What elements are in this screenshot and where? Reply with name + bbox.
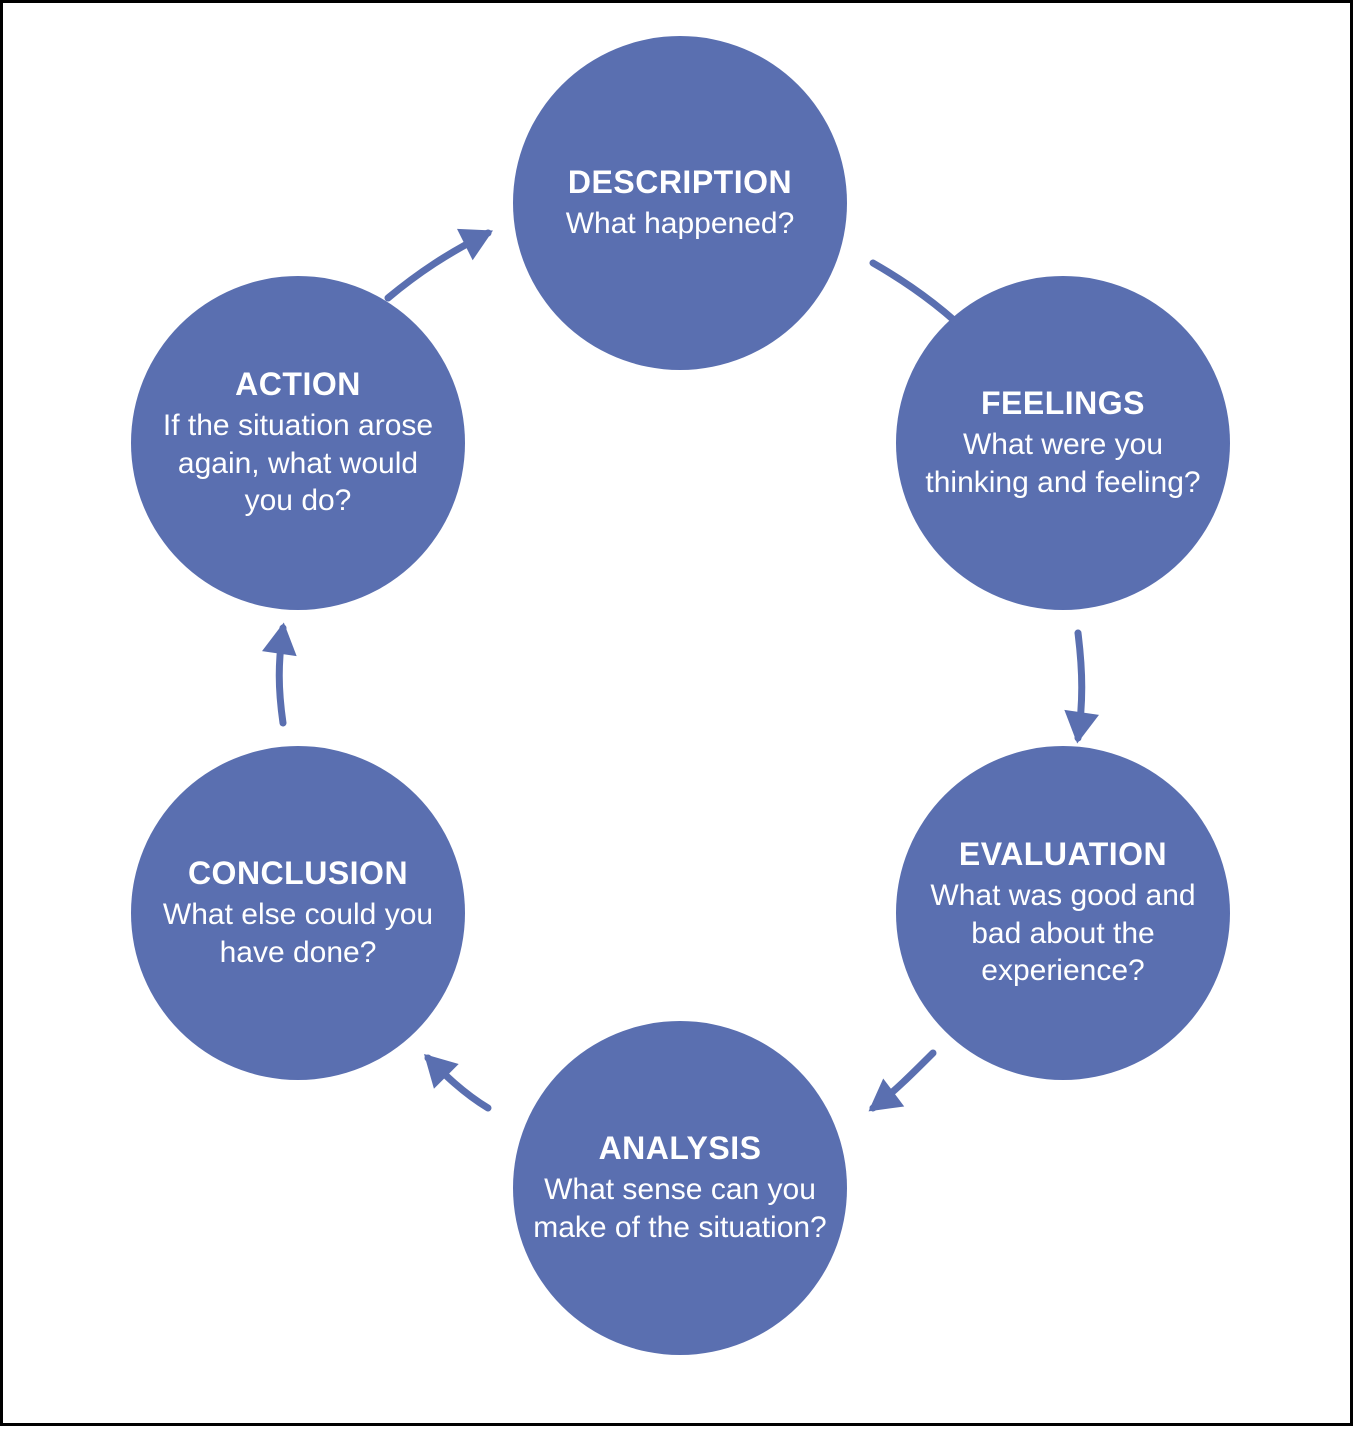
node-description: DESCRIPTION What happened? bbox=[513, 36, 847, 370]
arrow-anal-to-concl bbox=[428, 1058, 488, 1108]
diagram-frame: DESCRIPTION What happened? FEELINGS What we… bbox=[0, 0, 1353, 1426]
node-analysis: ANALYSIS What sense can you make of the s… bbox=[513, 1021, 847, 1355]
node-question: What sense can you make of the situation… bbox=[533, 1171, 827, 1246]
node-feelings: FEELINGS What were you thinking and feeli… bbox=[896, 276, 1230, 610]
node-title: CONCLUSION bbox=[188, 855, 408, 892]
arrow-feel-to-eval bbox=[1078, 633, 1082, 738]
node-question: If the situation arose again, what would… bbox=[151, 407, 445, 520]
node-action: ACTION If the situation arose again, what… bbox=[131, 276, 465, 610]
node-question: What happened? bbox=[566, 205, 795, 243]
arrow-action-to-desc bbox=[388, 233, 488, 298]
node-question: What else could you have done? bbox=[151, 896, 445, 971]
arrow-eval-to-anal bbox=[873, 1053, 933, 1108]
node-question: What was good and bad about the experien… bbox=[916, 877, 1210, 990]
node-question: What were you thinking and feeling? bbox=[916, 426, 1210, 501]
node-title: EVALUATION bbox=[959, 836, 1167, 873]
arrow-concl-to-action bbox=[279, 628, 283, 723]
node-title: DESCRIPTION bbox=[568, 164, 792, 201]
node-evaluation: EVALUATION What was good and bad about th… bbox=[896, 746, 1230, 1080]
node-title: FEELINGS bbox=[981, 385, 1145, 422]
node-title: ANALYSIS bbox=[599, 1130, 762, 1167]
node-title: ACTION bbox=[235, 366, 361, 403]
node-conclusion: CONCLUSION What else could you have done? bbox=[131, 746, 465, 1080]
